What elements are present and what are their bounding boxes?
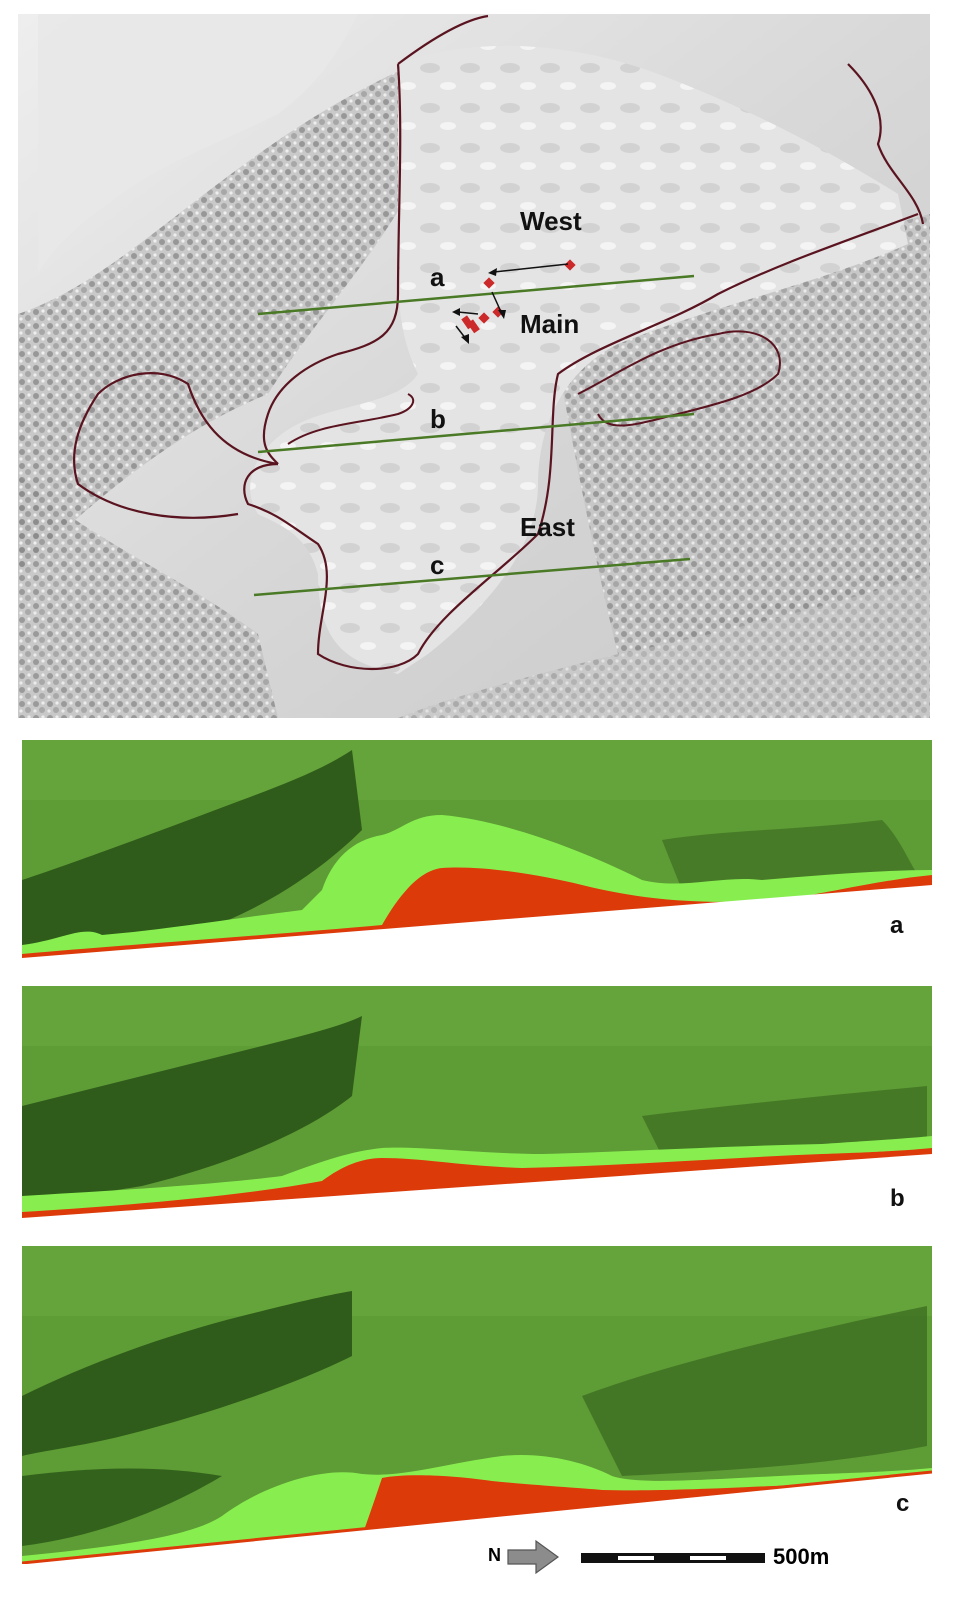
profile-a-svg: [22, 740, 932, 958]
displacement-arrow: [457, 311, 479, 315]
arrowhead: [498, 310, 506, 319]
profile-panel-c: [22, 1246, 932, 1564]
vegetation-layer: [22, 1468, 222, 1546]
profile-line-label-b: b: [430, 404, 446, 434]
hillshade-map-svg: [18, 14, 930, 718]
profile-panel-a: [22, 740, 932, 958]
landslide-boundary-east: [243, 212, 919, 670]
profile-baseline: [22, 1470, 932, 1564]
profile-panel-b: [22, 986, 932, 1218]
zone-label-west: West: [520, 206, 582, 236]
profile-line-b: [257, 412, 695, 454]
north-arrow-icon: [507, 1539, 560, 1575]
profile-b-svg: [22, 986, 932, 1218]
profile-cutoff: [22, 1154, 932, 1218]
terrain-highlight: [22, 1246, 932, 1316]
vegetation-layer: [22, 1016, 362, 1204]
map-legend: N 500m: [488, 1539, 868, 1579]
flat-area-nw: [38, 14, 358, 274]
scale-label: 500m: [773, 1544, 830, 1569]
landslide-boundary-ne: [847, 63, 925, 225]
profile-label-c: c: [896, 1490, 910, 1517]
forest-texture-south: [18, 474, 278, 718]
hillshade-map: West Main East a b c: [18, 14, 930, 718]
vegetation-layer: [22, 1291, 352, 1456]
gps-marker: [492, 306, 504, 318]
gps-marker: [461, 315, 474, 330]
landslide-boundary-west: [262, 14, 489, 465]
profile-line-c: [253, 557, 691, 597]
terrain-highlight: [22, 986, 932, 1046]
landslide-boundary-sw-lobe: [73, 372, 279, 519]
profile-cutoff: [22, 885, 932, 958]
terrain-highlight: [22, 740, 932, 800]
vegetation-layer: [582, 1306, 927, 1476]
displacement-arrow: [493, 263, 569, 273]
arrowhead: [488, 268, 497, 276]
north-label: N: [488, 1545, 501, 1565]
gps-marker: [564, 259, 576, 271]
profile-label-a: a: [890, 912, 904, 939]
gps-marker: [483, 277, 495, 289]
profile-c-svg: [22, 1246, 932, 1564]
landslide-boundary-inner: [287, 393, 415, 445]
gps-marker: [478, 312, 490, 324]
arrowhead: [452, 308, 460, 316]
settlement-texture: [398, 564, 930, 718]
zone-label-main: Main: [520, 309, 580, 339]
vegetation-layer: [662, 820, 922, 890]
profile-label-b: b: [890, 1185, 905, 1212]
forest-texture-west: [18, 54, 438, 574]
vegetation-layer: [642, 1086, 927, 1156]
landslide-boundary-east-lobe: [577, 330, 781, 427]
scale-bar: [581, 1553, 765, 1563]
zone-label-east: East: [520, 512, 575, 542]
profile-line-label-c: c: [430, 550, 445, 580]
vegetation-layer: [22, 750, 362, 952]
profile-line-a: [257, 274, 695, 316]
profile-line-label-a: a: [430, 262, 445, 292]
arrowhead: [461, 334, 469, 344]
